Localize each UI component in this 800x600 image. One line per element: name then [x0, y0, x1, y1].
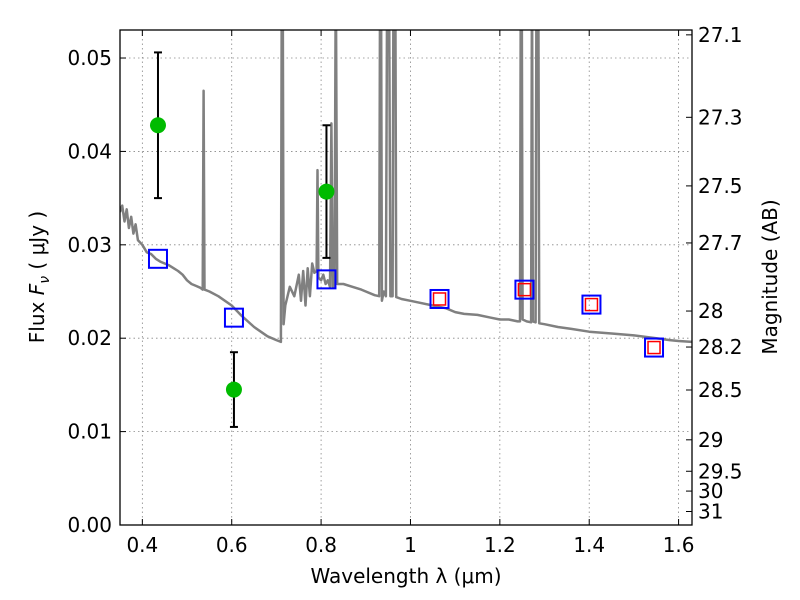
model-photometry-inner-marker	[517, 282, 532, 297]
magnitude-tick-label: 28.5	[698, 378, 743, 402]
y-tick-label: 0.03	[67, 233, 112, 257]
magnitude-tick-label: 27.5	[698, 174, 743, 198]
model-photometry-inner-marker	[584, 297, 599, 312]
model-photometry-marker	[644, 337, 665, 358]
y-axis-label-symbol: F	[25, 283, 49, 295]
magnitude-tick-label: 29.5	[698, 459, 743, 483]
axis-ticks: 0.4 0.6 0.8 1 1.2 1.4 1.6 0.00 0.01 0.02 0.03 0.04 0…	[67, 23, 742, 557]
y-axis-label-prefix: Flux	[25, 295, 49, 343]
y-axis-label-subscript: ν	[37, 276, 53, 284]
observed-flux-point	[149, 117, 166, 134]
model-spectrum	[120, 30, 692, 344]
y-tick-label: 0.04	[67, 139, 112, 163]
model-photometry-marker	[223, 307, 244, 328]
data-markers	[147, 51, 665, 428]
model-spectrum-line	[120, 30, 692, 344]
x-tick-label: 1.2	[484, 533, 516, 557]
magnitude-tick-label: 28	[698, 299, 723, 323]
model-photometry-marker	[514, 279, 535, 300]
y-axis-label: Flux Fν ( μJy )	[25, 211, 53, 343]
x-tick-label: 0.8	[305, 533, 337, 557]
observed-flux-point	[225, 381, 242, 398]
observed-flux-point	[318, 183, 335, 200]
x-tick-label: 1.6	[663, 533, 695, 557]
magnitude-tick-label: 27.7	[698, 231, 743, 255]
model-photometry-marker	[429, 288, 450, 309]
y-tick-label: 0.05	[67, 46, 112, 70]
secondary-y-axis-label: Magnitude (AB)	[758, 199, 782, 354]
x-tick-label: 0.6	[216, 533, 248, 557]
x-tick-label: 1	[404, 533, 417, 557]
magnitude-tick-label: 27.3	[698, 105, 743, 129]
plot-frame	[119, 29, 693, 526]
model-photometry-marker	[147, 248, 168, 269]
x-tick-label: 0.4	[126, 533, 158, 557]
y-tick-label: 0.00	[67, 513, 112, 537]
model-photometry-marker	[581, 294, 602, 315]
x-axis-label: Wavelength λ (μm)	[310, 564, 501, 588]
magnitude-tick-label: 30	[698, 479, 723, 503]
model-photometry-marker	[316, 269, 337, 290]
magnitude-tick-label: 29	[698, 428, 723, 452]
grid-lines	[120, 30, 692, 526]
model-photometry-inner-marker	[432, 292, 447, 306]
magnitude-tick-label: 31	[698, 500, 723, 524]
x-tick-label: 1.4	[573, 533, 605, 557]
y-tick-label: 0.01	[67, 420, 112, 444]
y-tick-label: 0.02	[67, 326, 112, 350]
magnitude-tick-label: 28.2	[698, 335, 743, 359]
model-photometry-inner-marker	[647, 340, 661, 355]
y-axis-label-unit: ( μJy )	[25, 211, 49, 276]
magnitude-tick-label: 27.1	[698, 23, 743, 47]
